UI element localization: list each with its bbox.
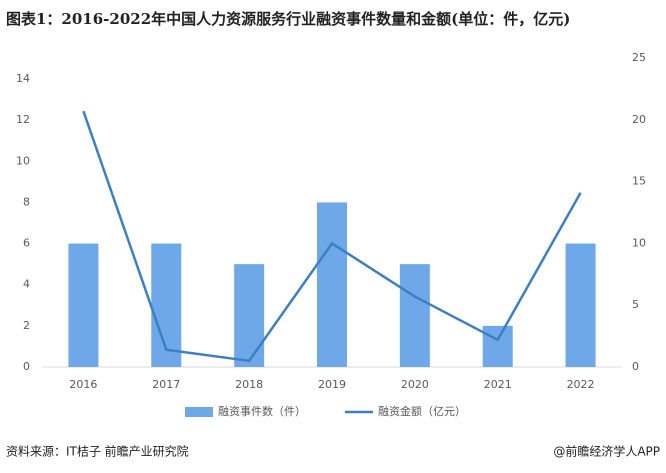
y2-tick-label: 5 (632, 298, 639, 311)
y-tick-label: 12 (16, 113, 30, 126)
y-tick-label: 0 (23, 360, 30, 373)
y-tick-label: 10 (16, 154, 30, 167)
y-tick-label: 14 (16, 72, 30, 85)
y-tick-label: 8 (23, 195, 30, 208)
x-tick-label: 2021 (484, 378, 512, 391)
y-tick-label: 6 (23, 237, 30, 250)
bar (234, 264, 265, 367)
bar (482, 325, 513, 367)
x-tick-label: 2019 (318, 378, 346, 391)
y2-tick-label: 0 (632, 360, 639, 373)
x-tick-label: 2018 (235, 378, 263, 391)
legend-swatch (185, 407, 213, 417)
y2-tick-label: 15 (632, 175, 646, 188)
x-tick-label: 2016 (69, 378, 97, 391)
y-tick-label: 4 (23, 278, 30, 291)
x-tick-label: 2020 (401, 378, 429, 391)
y2-tick-label: 25 (632, 51, 646, 64)
bar (565, 243, 596, 367)
credit: @前瞻经济学人APP (553, 444, 660, 459)
y2-tick-label: 10 (632, 236, 646, 249)
x-tick-label: 2022 (567, 378, 595, 391)
line (82, 110, 582, 363)
bar (68, 243, 99, 367)
y-tick-label: 2 (23, 319, 30, 332)
legend-label: 融资事件数（件） (218, 405, 306, 418)
x-tick-label: 2017 (152, 378, 180, 391)
chart-title: 图表1：2016-2022年中国人力资源服务行业融资事件数量和金额(单位：件，亿… (6, 10, 570, 28)
legend-label: 融资金额（亿元） (378, 404, 466, 418)
y2-tick-label: 20 (632, 113, 646, 126)
source: 资料来源：IT桔子 前瞻产业研究院 (6, 444, 189, 459)
bar (399, 264, 430, 367)
bar (317, 202, 347, 367)
